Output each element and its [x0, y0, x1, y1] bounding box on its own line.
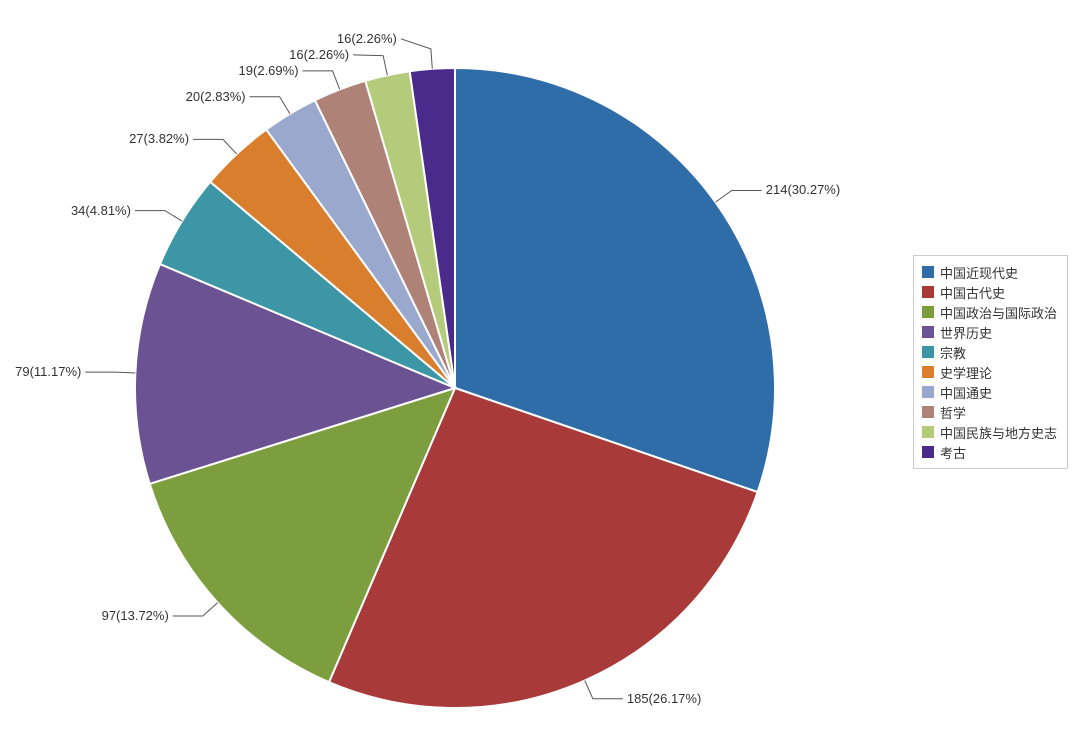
legend-swatch [922, 386, 934, 398]
leader-line [303, 71, 340, 90]
legend-item[interactable]: 中国近现代史 [922, 262, 1057, 282]
legend-label: 中国近现代史 [940, 263, 1018, 282]
slice-label: 214(30.27%) [766, 182, 840, 197]
legend-item[interactable]: 哲学 [922, 402, 1057, 422]
legend-swatch [922, 426, 934, 438]
legend-item[interactable]: 中国古代史 [922, 282, 1057, 302]
legend-item[interactable]: 中国通史 [922, 382, 1057, 402]
slice-label: 97(13.72%) [102, 608, 169, 623]
legend-swatch [922, 286, 934, 298]
legend-label: 中国政治与国际政治 [940, 303, 1057, 322]
legend-swatch [922, 346, 934, 358]
legend-label: 宗教 [940, 343, 966, 362]
legend-item[interactable]: 宗教 [922, 342, 1057, 362]
legend: 中国近现代史中国古代史中国政治与国际政治世界历史宗教史学理论中国通史哲学中国民族… [913, 255, 1068, 469]
pie-svg [0, 0, 820, 754]
legend-label: 史学理论 [940, 363, 992, 382]
slice-label: 34(4.81%) [71, 203, 131, 218]
leader-line [715, 190, 761, 202]
legend-label: 中国古代史 [940, 283, 1005, 302]
legend-swatch [922, 266, 934, 278]
legend-item[interactable]: 考古 [922, 442, 1057, 462]
legend-label: 哲学 [940, 403, 966, 422]
slice-label: 20(2.83%) [186, 89, 246, 104]
legend-item[interactable]: 世界历史 [922, 322, 1057, 342]
legend-swatch [922, 326, 934, 338]
legend-swatch [922, 446, 934, 458]
legend-swatch [922, 306, 934, 318]
legend-label: 世界历史 [940, 323, 992, 342]
legend-swatch [922, 366, 934, 378]
slice-label: 79(11.17%) [15, 364, 81, 379]
leader-line [401, 39, 432, 69]
leader-line [585, 681, 623, 699]
legend-item[interactable]: 中国政治与国际政治 [922, 302, 1057, 322]
legend-swatch [922, 406, 934, 418]
leader-line [135, 211, 182, 221]
legend-item[interactable]: 史学理论 [922, 362, 1057, 382]
slice-label: 19(2.69%) [239, 63, 299, 78]
pie-chart-container: 中国近现代史中国古代史中国政治与国际政治世界历史宗教史学理论中国通史哲学中国民族… [0, 0, 1080, 754]
leader-line [353, 55, 387, 75]
slice-label: 27(3.82%) [129, 131, 189, 146]
leader-line [85, 372, 135, 373]
legend-item[interactable]: 中国民族与地方史志 [922, 422, 1057, 442]
legend-label: 中国通史 [940, 383, 992, 402]
pie-area [0, 0, 820, 754]
slice-label: 16(2.26%) [289, 47, 349, 62]
slice-label: 185(26.17%) [627, 691, 701, 706]
leader-line [193, 139, 237, 154]
slice-label: 16(2.26%) [337, 31, 397, 46]
legend-label: 考古 [940, 443, 966, 462]
leader-line [173, 603, 218, 616]
leader-line [250, 97, 290, 114]
legend-label: 中国民族与地方史志 [940, 423, 1057, 442]
